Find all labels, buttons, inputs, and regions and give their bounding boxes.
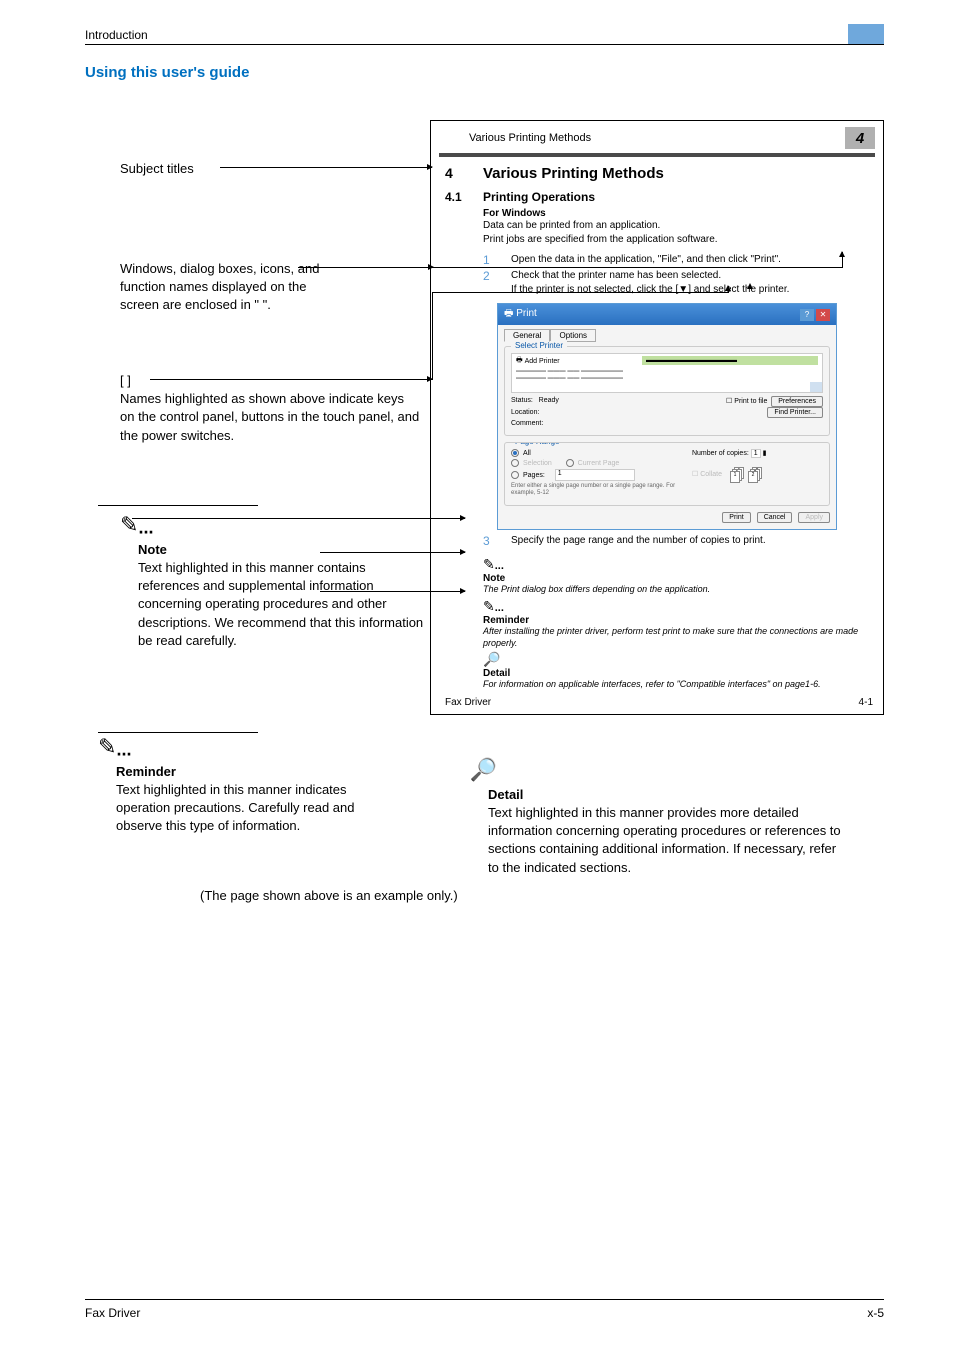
intro-line1: Data can be printed from an application. (483, 219, 873, 233)
step-1-num: 1 (483, 253, 497, 267)
intro-line2: Print jobs are specified from the applic… (483, 233, 873, 247)
tab-general[interactable]: General (504, 329, 550, 342)
location-label: Location: (511, 409, 539, 416)
callout-brackets-text: Names highlighted as shown above indicat… (120, 390, 420, 445)
callout-note-body: Text highlighted in this manner contains… (138, 559, 430, 650)
step-3-text: Specify the page range and the number of… (511, 534, 766, 548)
panel-detail-title: Detail (483, 668, 873, 679)
footer-left: Fax Driver (85, 1306, 140, 1320)
callout-brackets-symbol: [ ] (120, 372, 420, 390)
print-to-file-checkbox[interactable]: ☐ Print to file (726, 398, 767, 405)
magnifier-icon: 🔍 (470, 755, 497, 786)
pages-hint: Enter either a single page number or a s… (511, 483, 683, 497)
example-page-panel: Various Printing Methods 4 4 Various Pri… (430, 120, 884, 715)
footer-right: x-5 (867, 1306, 884, 1320)
header-accent (848, 24, 884, 44)
callout-detail-body: Text highlighted in this manner provides… (488, 804, 850, 877)
step-2-text-b: If the printer is not selected, click th… (511, 283, 789, 297)
callout-detail-title: Detail (488, 786, 850, 804)
print-button[interactable]: Print (722, 512, 750, 523)
section-subtitle: Printing Operations (483, 190, 595, 204)
detail-magnifier-icon: 🔍 (483, 651, 500, 668)
status-label: Status: (511, 397, 533, 404)
callout-windows: Windows, dialog boxes, icons, and functi… (120, 260, 320, 315)
find-printer-button[interactable]: Find Printer... (767, 407, 823, 418)
num-copies-label: Number of copies: (692, 450, 749, 457)
close-icon[interactable]: ✕ (816, 309, 830, 321)
chapter-number: 4 (445, 165, 465, 182)
radio-all[interactable]: All (511, 449, 683, 457)
panel-note-text: The Print dialog box differs depending o… (483, 584, 873, 596)
callout-subject: Subject titles (120, 160, 194, 178)
panel-badge: 4 (845, 127, 875, 149)
step-3-num: 3 (483, 534, 497, 548)
comment-label: Comment: (511, 420, 543, 427)
collate-checkbox: ☐ Collate (692, 471, 722, 478)
status-value: Ready (539, 397, 559, 404)
running-header: Introduction (85, 28, 148, 42)
dialog-title: 🖶 Print (504, 306, 537, 323)
panel-footer-left: Fax Driver (445, 697, 491, 708)
print-dialog: 🖶 Print ? ✕ General Options Select Print… (497, 303, 837, 530)
collate-icon: 1 1 1 2 2 2 (730, 467, 764, 481)
help-icon[interactable]: ? (800, 309, 814, 321)
panel-footer-right: 4-1 (859, 697, 873, 708)
apply-button: Apply (798, 512, 830, 523)
section-title: Using this user's guide (85, 64, 249, 81)
panel-note-title: Note (483, 573, 873, 584)
pencil-icon: ✎ (120, 510, 138, 541)
panel-reminder-text: After installing the printer driver, per… (483, 626, 873, 649)
step-2-text-a: Check that the printer name has been sel… (511, 269, 789, 283)
radio-selection: Selection Current Page (511, 459, 683, 467)
reminder-pencil-icon: ✎ (483, 598, 495, 614)
pencil-icon-2: ✎ (98, 732, 116, 763)
copies-input[interactable]: 1 (751, 449, 761, 458)
preferences-button[interactable]: Preferences (771, 396, 823, 407)
panel-detail-text: For information on applicable interfaces… (483, 679, 873, 691)
page-range-label: Page Range (511, 442, 563, 446)
callout-reminder-title: Reminder (116, 763, 398, 781)
callout-reminder-body: Text highlighted in this manner indicate… (116, 781, 398, 836)
radio-pages[interactable]: Pages: 1 (511, 469, 683, 481)
pages-input[interactable]: 1 (555, 469, 635, 481)
section-number: 4.1 (445, 190, 465, 204)
note-pencil-icon: ✎ (483, 556, 495, 572)
for-windows-label: For Windows (483, 208, 873, 219)
example-note: (The page shown above is an example only… (200, 888, 458, 903)
cancel-button[interactable]: Cancel (757, 512, 793, 523)
scroll-right[interactable] (810, 382, 822, 392)
select-printer-label: Select Printer (511, 341, 567, 350)
step-2-num: 2 (483, 269, 497, 297)
step-1-text: Open the data in the application, "File"… (511, 253, 781, 267)
callout-note-title: Note (138, 541, 430, 559)
panel-reminder-title: Reminder (483, 615, 873, 626)
chapter-title: Various Printing Methods (483, 165, 664, 182)
selected-printer[interactable]: ▬▬▬▬▬▬▬▬▬▬▬▬▬ (642, 356, 818, 365)
panel-running-head: Various Printing Methods (469, 132, 591, 144)
